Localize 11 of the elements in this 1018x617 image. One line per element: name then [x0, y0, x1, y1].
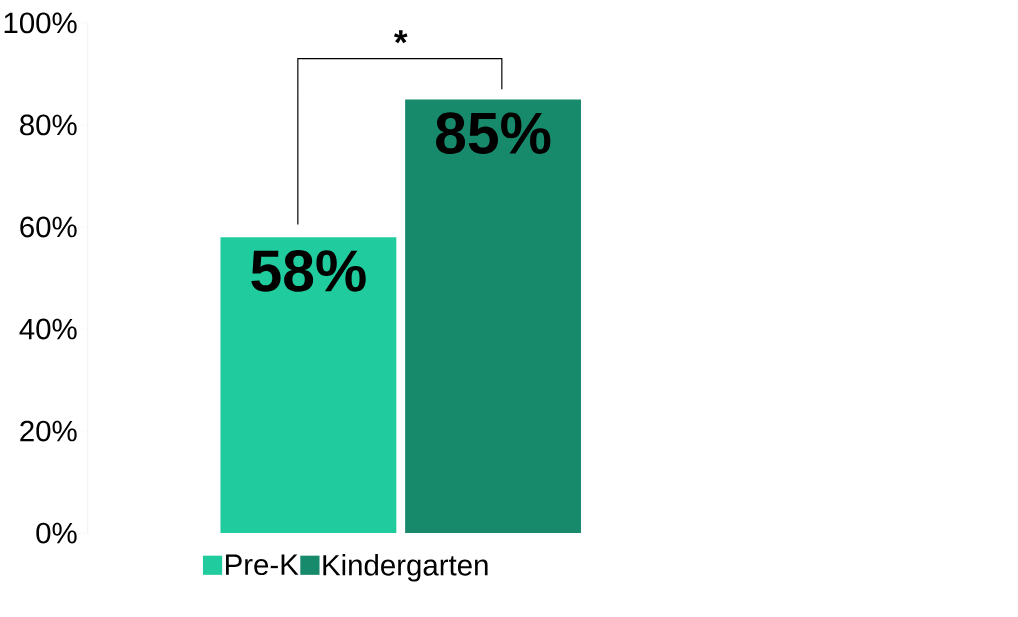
legend-label: Kindergarten: [323, 553, 488, 582]
y-tick-label: 40%: [19, 318, 77, 340]
annotation: *: [393, 30, 408, 44]
y-tick-label: 20%: [20, 420, 77, 442]
y-tick-label: 60%: [20, 216, 77, 238]
data-label: 85%: [436, 112, 551, 154]
y-tick-label: 0%: [36, 522, 77, 544]
data-label: 58%: [251, 249, 366, 292]
y-tick-label: 100%: [4, 12, 77, 34]
legend-label: Pre-K: [226, 554, 299, 575]
y-tick-label: 80%: [20, 114, 77, 136]
